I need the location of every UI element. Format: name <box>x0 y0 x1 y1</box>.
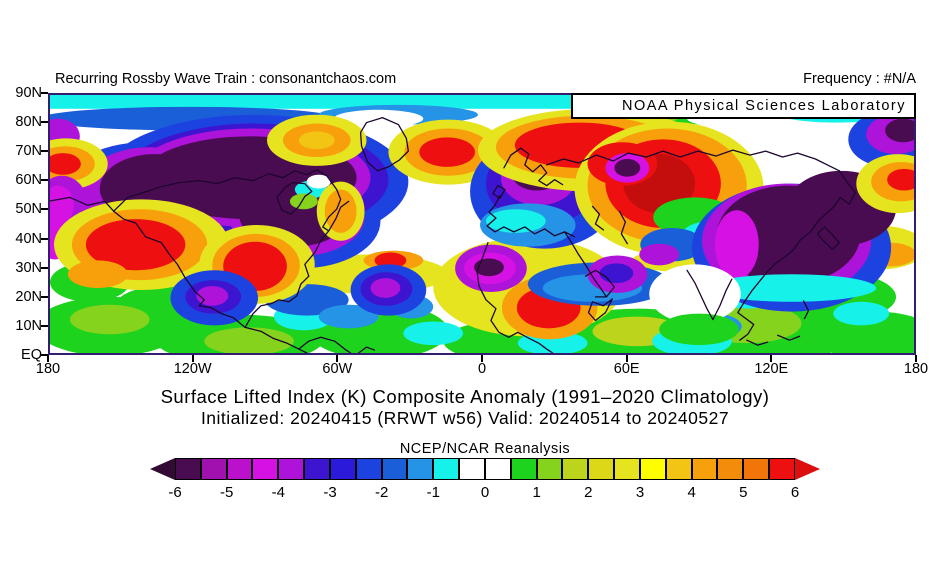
plot-subtitle: Initialized: 20240415 (RRWT w56) Valid: … <box>200 408 730 428</box>
coastlines <box>50 117 856 353</box>
colorbar-segment <box>253 459 280 479</box>
colorbar-segment <box>666 459 693 479</box>
y-tick-label: 10N <box>15 317 42 334</box>
anomaly-map: NOAA Physical Sciences Laboratory <box>48 93 916 355</box>
colorbar-tick-label: 5 <box>739 484 748 501</box>
colorbar-segment <box>692 459 719 479</box>
colorbar-segment <box>537 459 564 479</box>
y-tick-label: 50N <box>15 201 42 218</box>
y-tick-mark <box>41 266 48 269</box>
colorbar-tick-label: -2 <box>374 484 389 501</box>
colorbar-tick-label: -6 <box>168 484 182 501</box>
colorbar-segment <box>408 459 435 479</box>
colorbar-segment <box>485 459 512 479</box>
x-tick-mark <box>625 355 628 362</box>
colorbar-segment <box>511 459 538 479</box>
colorbar-segment <box>744 459 771 479</box>
colorbar-segment <box>305 459 331 479</box>
colorbar-segment <box>356 459 383 479</box>
y-tick-label: 80N <box>15 114 42 131</box>
x-tick-label: 60E <box>613 361 640 377</box>
x-tick-mark <box>336 355 339 362</box>
x-tick-mark <box>481 355 483 362</box>
y-tick-label: 70N <box>15 143 42 160</box>
y-tick-label: 40N <box>15 230 42 247</box>
y-tick-mark <box>41 150 48 153</box>
y-tick-mark <box>41 121 48 124</box>
colorbar-segment <box>718 459 745 479</box>
y-tick-mark <box>41 237 48 240</box>
colorbar-segment <box>615 459 641 479</box>
y-tick-mark <box>41 353 48 356</box>
x-tick-label: 0 <box>477 361 487 377</box>
colorbar <box>150 458 820 480</box>
colorbar-left-arrow <box>150 458 175 480</box>
y-tick-mark <box>41 324 48 327</box>
colorbar-segment <box>640 459 667 479</box>
y-tick-mark <box>41 179 48 182</box>
y-tick-label: 90N <box>15 85 42 101</box>
colorbar-tick-label: -4 <box>271 484 285 501</box>
colorbar-segment <box>227 459 254 479</box>
colorbar-tick-label: -1 <box>426 484 440 501</box>
colorbar-segment <box>434 459 461 479</box>
colorbar-body <box>175 458 795 480</box>
y-tick-label: 30N <box>15 259 42 276</box>
y-tick-mark <box>41 92 48 94</box>
x-tick-mark <box>915 355 917 362</box>
x-tick-label: 180 <box>903 361 929 377</box>
y-tick-label: 60N <box>15 172 42 189</box>
noaa-psl-box: NOAA Physical Sciences Laboratory <box>571 93 916 119</box>
colorbar-segment <box>589 459 616 479</box>
colorbar-tick-label: -3 <box>323 484 337 501</box>
plot-title: Surface Lifted Index (K) Composite Anoma… <box>160 386 770 407</box>
x-tick-label: 120W <box>173 361 212 377</box>
colorbar-right-arrow <box>795 458 820 480</box>
anomaly-field <box>50 95 914 353</box>
colorbar-segment <box>201 459 228 479</box>
x-tick-mark <box>47 355 49 362</box>
colorbar-segment <box>279 459 306 479</box>
x-tick-label: 60W <box>322 361 353 377</box>
colorbar-segment <box>460 459 486 479</box>
site-label: Recurring Rossby Wave Train : consonantc… <box>55 71 397 87</box>
colorbar-segment <box>770 459 794 479</box>
colorbar-tick-label: 1 <box>532 484 541 501</box>
colorbar-tick-label: 4 <box>687 484 696 501</box>
y-tick-mark <box>41 295 48 298</box>
x-tick-label: 180 <box>35 361 61 377</box>
colorbar-segment <box>330 459 357 479</box>
colorbar-tick-label: 3 <box>635 484 645 501</box>
y-tick-label: 20N <box>15 288 42 305</box>
colorbar-segment <box>382 459 409 479</box>
x-tick-mark <box>770 355 773 362</box>
colorbar-tick-label: 6 <box>790 484 800 501</box>
x-tick-label: 120E <box>754 361 789 377</box>
map-svg <box>50 95 914 353</box>
colorbar-segment <box>176 459 202 479</box>
colorbar-tick-label: 0 <box>480 484 490 501</box>
colorbar-tick-label: -5 <box>219 484 234 501</box>
colorbar-segment <box>563 459 590 479</box>
colorbar-title: NCEP/NCAR Reanalysis <box>399 441 571 457</box>
y-tick-mark <box>41 208 48 211</box>
noaa-psl-label: NOAA Physical Sciences Laboratory <box>621 98 906 114</box>
frequency-label: Frequency : #N/A <box>803 71 916 87</box>
x-tick-mark <box>191 355 194 362</box>
y-tick-label: EQ <box>21 346 42 363</box>
colorbar-tick-label: 2 <box>584 484 593 501</box>
